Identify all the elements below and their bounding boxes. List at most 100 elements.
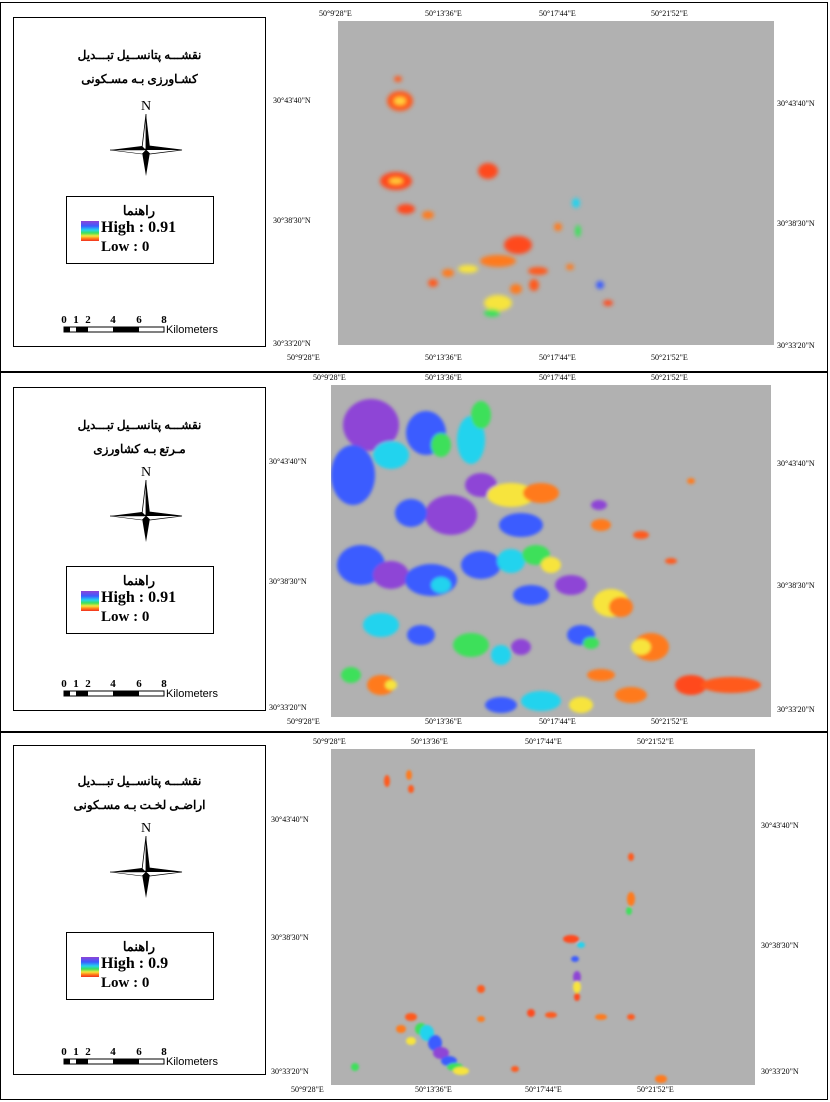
- map-title-line1: نقشـــه پتانســیل تبـــدیل: [77, 774, 202, 788]
- lon-label-bottom-1: 50°9'28"E: [287, 717, 320, 726]
- map-title-line2: مـرتع بـه کشاورزی: [93, 442, 186, 456]
- lon-label-top-3: 50°17'44"E: [525, 737, 562, 746]
- lon-label-bottom-1: 50°9'28"E: [291, 1085, 324, 1094]
- north-label: N: [141, 821, 151, 836]
- lat-label-left-2: 30°38'30"N: [273, 216, 311, 225]
- lat-label-left-3: 30°33'20"N: [273, 339, 311, 348]
- lat-label-left-2: 30°38'30"N: [269, 577, 307, 586]
- map-title-line2: اراضـی لخـت بـه مسـکونی: [73, 798, 206, 812]
- lon-label-top-2: 50°13'36"E: [425, 373, 462, 382]
- lon-label-bottom-4: 50°21'52"E: [651, 353, 688, 362]
- scale-tick-6: 6: [136, 1046, 142, 1058]
- legend-frame-3: نقشـــه پتانســیل تبـــدیل اراضـی لخـت ب…: [13, 745, 266, 1075]
- north-arrow-icon: N: [106, 820, 186, 900]
- map-panel-3: نقشـــه پتانســیل تبـــدیل اراضـی لخـت ب…: [0, 732, 828, 1100]
- color-ramp: [81, 957, 99, 977]
- lat-label-right-2: 30°38'30"N: [777, 219, 815, 228]
- scale-tick-0: 0: [61, 678, 67, 690]
- scale-tick-8: 8: [161, 1046, 167, 1058]
- lat-label-left-3: 30°33'20"N: [271, 1067, 309, 1076]
- scale-bar-1: 0 1 2 4 6 8 Kilometers: [58, 310, 273, 340]
- scale-tick-6: 6: [136, 678, 142, 690]
- lon-label-bottom-3: 50°17'44"E: [539, 717, 576, 726]
- lon-label-bottom-3: 50°17'44"E: [539, 353, 576, 362]
- raster-map-3: [331, 749, 755, 1085]
- legend-key-3: راهنما High : 0.9 Low : 0: [66, 932, 214, 1000]
- legend-title: راهنما: [122, 573, 155, 588]
- legend-key-2: راهنما High : 0.91 Low : 0: [66, 566, 214, 634]
- color-ramp: [81, 591, 99, 611]
- lat-label-right-1: 30°43'40"N: [777, 459, 815, 468]
- legend-high: High : 0.91: [101, 219, 177, 236]
- lat-label-right-1: 30°43'40"N: [777, 99, 815, 108]
- lon-label-top-4: 50°21'52"E: [651, 373, 688, 382]
- map-title-line2: کشـاورزی بـه مسـکونی: [81, 72, 198, 86]
- lon-label-bottom-2: 50°13'36"E: [425, 353, 462, 362]
- north-arrow-icon: N: [106, 98, 186, 178]
- legend-key-1: راهنما High : 0.91 Low : 0: [66, 196, 214, 264]
- map-title-line1: نقشـــه پتانســیل تبـــدیل: [77, 48, 202, 62]
- lon-label-top-1: 50°9'28"E: [319, 9, 352, 18]
- lon-label-bottom-3: 50°17'44"E: [525, 1085, 562, 1094]
- lon-label-bottom-4: 50°21'52"E: [637, 1085, 674, 1094]
- lon-label-top-1: 50°9'28"E: [313, 737, 346, 746]
- legend-high: High : 0.91: [101, 589, 177, 606]
- lon-label-top-4: 50°21'52"E: [637, 737, 674, 746]
- lon-label-bottom-2: 50°13'36"E: [415, 1085, 452, 1094]
- scale-unit: Kilometers: [166, 324, 218, 336]
- lon-label-bottom-1: 50°9'28"E: [287, 353, 320, 362]
- scale-tick-4: 4: [110, 1046, 116, 1058]
- lon-label-top-2: 50°13'36"E: [411, 737, 448, 746]
- scale-tick-6: 6: [136, 314, 142, 326]
- legend-low: Low : 0: [101, 239, 150, 255]
- legend-frame-2: نقشـــه پتانســیل تبـــدیل مـرتع بـه کشا…: [13, 387, 266, 711]
- legend-low: Low : 0: [101, 975, 150, 991]
- lat-label-right-3: 30°33'20"N: [777, 705, 815, 714]
- lon-label-bottom-2: 50°13'36"E: [425, 717, 462, 726]
- color-ramp: [81, 221, 99, 241]
- scale-unit: Kilometers: [166, 1056, 218, 1068]
- scale-bar-2: 0 1 2 4 6 8 Kilometers: [58, 674, 273, 704]
- scale-tick-2: 2: [85, 1046, 91, 1058]
- scale-tick-8: 8: [161, 678, 167, 690]
- north-label: N: [141, 465, 151, 480]
- scale-tick-8: 8: [161, 314, 167, 326]
- map-panel-2: نقشـــه پتانســیل تبـــدیل مـرتع بـه کشا…: [0, 372, 828, 732]
- lat-label-right-2: 30°38'30"N: [761, 941, 799, 950]
- lat-label-left-3: 30°33'20"N: [269, 703, 307, 712]
- legend-low: Low : 0: [101, 609, 150, 625]
- scale-tick-4: 4: [110, 314, 116, 326]
- raster-map-1: [338, 21, 774, 345]
- scale-tick-0: 0: [61, 314, 67, 326]
- lat-label-left-2: 30°38'30"N: [271, 933, 309, 942]
- legend-title: راهنما: [122, 939, 155, 954]
- lat-label-left-1: 30°43'40"N: [273, 96, 311, 105]
- lon-label-top-4: 50°21'52"E: [651, 9, 688, 18]
- lat-label-right-3: 30°33'20"N: [777, 341, 815, 350]
- scale-unit: Kilometers: [166, 688, 218, 700]
- scale-tick-2: 2: [85, 678, 91, 690]
- lat-label-right-1: 30°43'40"N: [761, 821, 799, 830]
- lat-label-right-2: 30°38'30"N: [777, 581, 815, 590]
- lat-label-right-3: 30°33'20"N: [761, 1067, 799, 1076]
- north-label: N: [141, 99, 151, 114]
- lon-label-top-3: 50°17'44"E: [539, 9, 576, 18]
- lon-label-top-1: 50°9'28"E: [313, 373, 346, 382]
- lat-label-left-1: 30°43'40"N: [269, 457, 307, 466]
- legend-high: High : 0.9: [101, 955, 169, 972]
- legend-frame-1: نقشـــه پتانســیل تبـــدیل کشـاورزی بـه …: [13, 17, 266, 347]
- lon-label-top-2: 50°13'36"E: [425, 9, 462, 18]
- lon-label-bottom-4: 50°21'52"E: [651, 717, 688, 726]
- lon-label-top-3: 50°17'44"E: [539, 373, 576, 382]
- legend-title: راهنما: [122, 203, 155, 218]
- scale-tick-1: 1: [73, 678, 79, 690]
- map-title-line1: نقشـــه پتانســیل تبـــدیل: [77, 418, 202, 432]
- map-panel-1: نقشـــه پتانســیل تبـــدیل کشـاورزی بـه …: [0, 2, 828, 372]
- north-arrow-icon: N: [106, 464, 186, 544]
- raster-map-2: [331, 385, 771, 717]
- scale-tick-1: 1: [73, 1046, 79, 1058]
- scale-tick-0: 0: [61, 1046, 67, 1058]
- scale-tick-4: 4: [110, 678, 116, 690]
- lat-label-left-1: 30°43'40"N: [271, 815, 309, 824]
- scale-bar-3: 0 1 2 4 6 8 Kilometers: [58, 1042, 273, 1072]
